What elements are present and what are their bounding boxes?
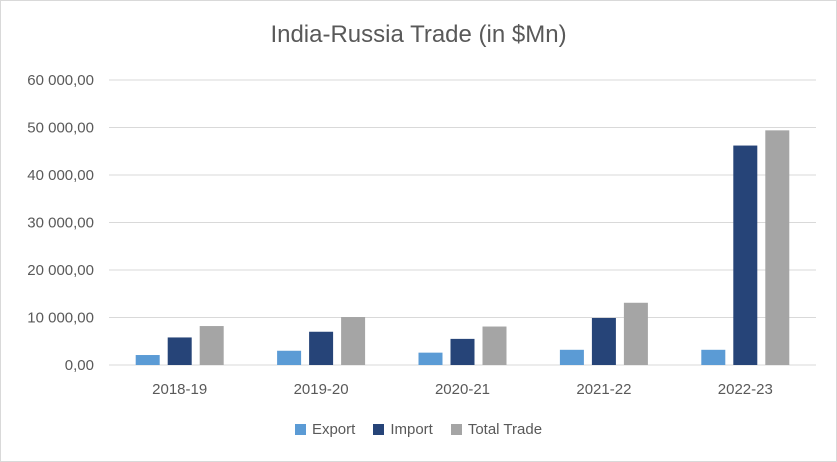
- legend: Export Import Total Trade: [1, 421, 836, 438]
- x-tick-label: 2018-19: [152, 381, 207, 398]
- bar-total-trade-2022-23: [765, 130, 790, 365]
- bar-export-2022-23: [701, 349, 726, 365]
- x-tick-label: 2020-21: [435, 381, 490, 398]
- y-tick-label: 60 000,00: [27, 72, 94, 89]
- x-tick-label: 2019-20: [294, 381, 349, 398]
- legend-swatch-import: [373, 424, 385, 435]
- bar-import-2018-19: [167, 337, 192, 365]
- legend-item-import: Import: [373, 421, 433, 438]
- bar-import-2022-23: [733, 145, 758, 365]
- chart-title: India-Russia Trade (in $Mn): [270, 21, 567, 48]
- bar-export-2019-20: [277, 350, 302, 365]
- legend-label-export: Export: [311, 421, 356, 438]
- bar-total-trade-2021-22: [623, 302, 648, 365]
- legend-swatch-total-trade: [450, 424, 462, 435]
- bar-export-2021-22: [559, 349, 584, 365]
- y-tick-label: 40 000,00: [27, 167, 94, 184]
- bar-import-2021-22: [591, 317, 616, 365]
- y-tick-label: 0,00: [65, 357, 94, 374]
- bar-total-trade-2019-20: [341, 317, 366, 365]
- bar-import-2019-20: [309, 331, 334, 365]
- bar-import-2020-21: [450, 338, 475, 365]
- bar-export-2018-19: [135, 355, 160, 365]
- legend-item-total-trade: Total Trade: [450, 421, 543, 438]
- x-tick-label: 2022-23: [718, 381, 773, 398]
- y-tick-label: 30 000,00: [27, 215, 94, 232]
- legend-swatch-export: [294, 424, 306, 435]
- bar-total-trade-2018-19: [199, 326, 224, 365]
- y-tick-label: 20 000,00: [27, 262, 94, 279]
- legend-label-total-trade: Total Trade: [467, 421, 543, 438]
- legend-item-export: Export: [294, 421, 356, 438]
- y-tick-label: 10 000,00: [27, 310, 94, 327]
- bar-total-trade-2020-21: [482, 326, 507, 365]
- legend-label-import: Import: [390, 421, 433, 438]
- x-tick-label: 2021-22: [576, 381, 631, 398]
- bar-export-2020-21: [418, 352, 443, 365]
- y-tick-label: 50 000,00: [27, 120, 94, 137]
